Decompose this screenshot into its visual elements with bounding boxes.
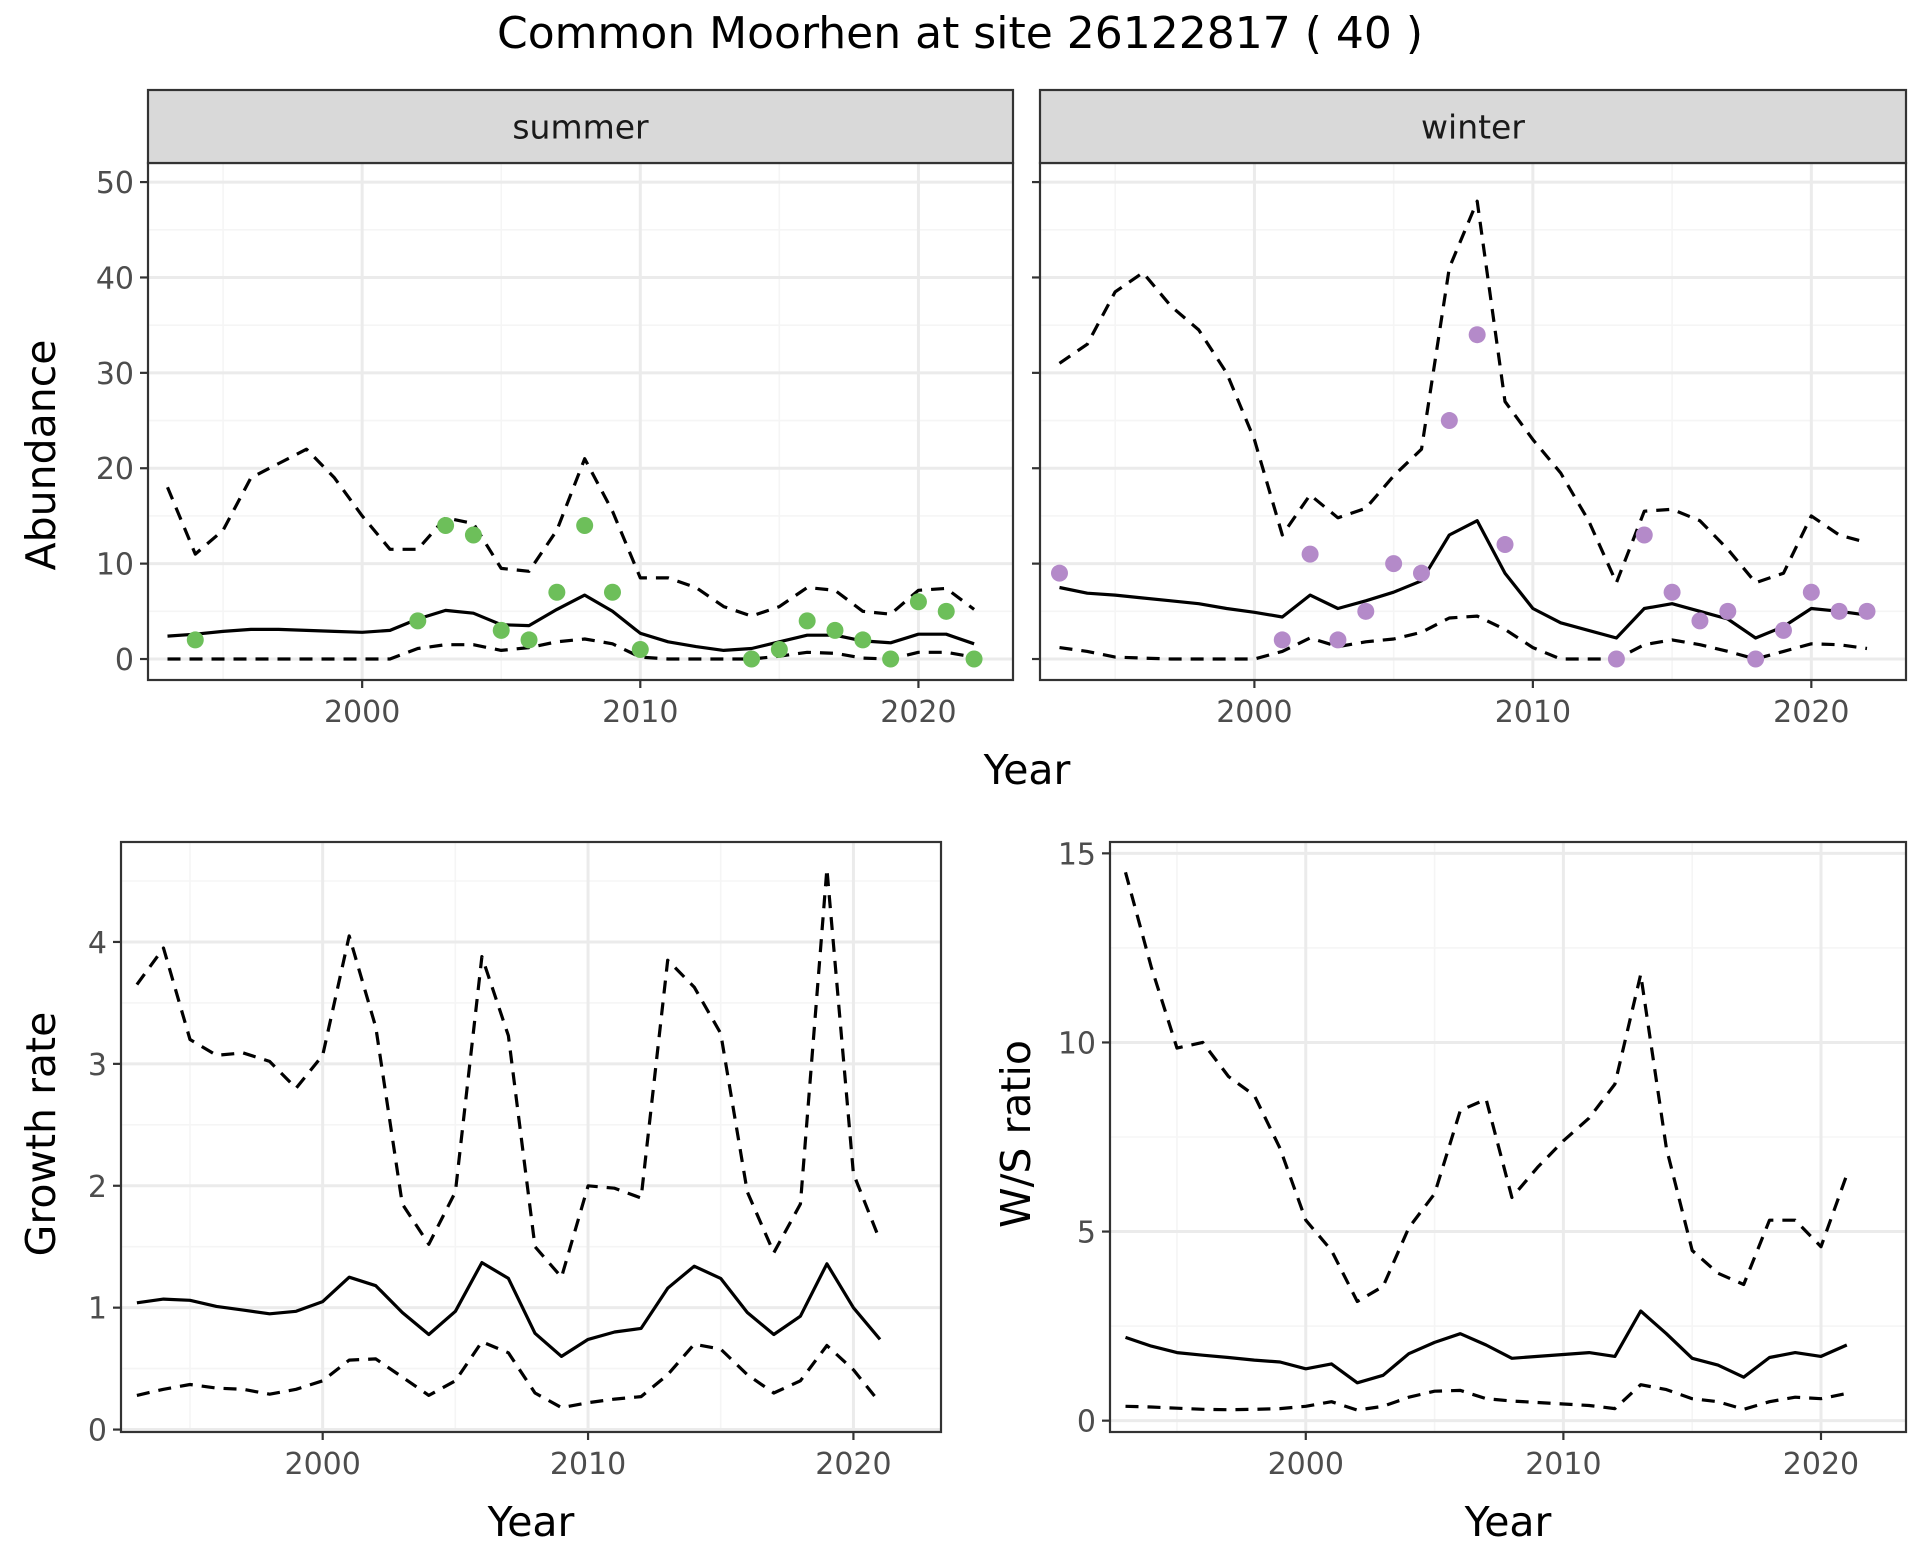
observed-point <box>1858 602 1876 620</box>
observed-point <box>1635 526 1653 544</box>
observed-point <box>854 631 872 649</box>
observed-point <box>965 650 983 668</box>
x-tick-label: 2020 <box>1773 695 1849 730</box>
observed-point <box>826 621 844 639</box>
panel-border <box>119 840 943 1434</box>
x-tick-label: 2000 <box>1216 695 1292 730</box>
observed-point <box>1412 564 1430 582</box>
observed-point <box>770 640 788 658</box>
observed-point <box>548 583 566 601</box>
y-tick-label: 0 <box>88 1414 107 1449</box>
observed-point <box>464 526 482 544</box>
observed-point <box>1050 564 1068 582</box>
observed-point <box>1691 612 1709 630</box>
x-tick-label: 2020 <box>880 695 956 730</box>
observed-point <box>1719 602 1737 620</box>
y-tick-label: 10 <box>1058 1026 1096 1061</box>
y-tick-label: 0 <box>115 643 134 678</box>
x-tick-label: 2000 <box>285 1447 361 1482</box>
lower-line <box>167 637 975 661</box>
upper-line <box>166 447 976 618</box>
growth-rate-panel: 2000 2010 2020 0 1 2 3 4 <box>88 840 943 1482</box>
lower-line <box>1125 1383 1848 1412</box>
top-y-axis-title: Abundance <box>17 340 65 571</box>
facet-label: winter <box>1421 108 1525 147</box>
observed-point <box>1830 602 1848 620</box>
observed-point <box>1468 326 1486 344</box>
observed-point <box>1385 555 1403 573</box>
observed-point <box>603 583 621 601</box>
y-tick-label: 3 <box>88 1048 107 1083</box>
x-tick-label: 2020 <box>815 1447 891 1482</box>
growth-x-axis-title: Year <box>487 1498 575 1546</box>
observed-point <box>937 602 955 620</box>
panel-border <box>1108 840 1908 1434</box>
x-tick-label: 2000 <box>1268 1447 1344 1482</box>
y-tick-label: 20 <box>96 452 134 487</box>
observed-point <box>1329 631 1347 649</box>
facet-strip <box>146 88 1015 165</box>
fitted-line <box>1059 519 1868 640</box>
observed-point <box>576 516 594 534</box>
y-tick-label: 5 <box>1077 1216 1096 1251</box>
observed-point <box>1496 536 1514 554</box>
x-tick-label: 2020 <box>1783 1447 1859 1482</box>
observed-point <box>909 593 927 611</box>
fitted-line <box>167 593 975 653</box>
x-tick-label: 2010 <box>1495 695 1571 730</box>
x-tick-label: 2010 <box>1525 1447 1601 1482</box>
ratio-y-axis-title: W/S ratio <box>992 1040 1040 1228</box>
lower-line <box>1059 614 1868 661</box>
summer-panel: summer 2000 2010 2020 0 10 20 30 40 50 <box>96 88 1015 730</box>
observed-point <box>1607 650 1625 668</box>
observed-point <box>409 612 427 630</box>
observed-point <box>1273 631 1291 649</box>
observed-point <box>1357 602 1375 620</box>
y-tick-label: 10 <box>96 548 134 583</box>
top-x-axis-title: Year <box>983 746 1071 794</box>
fitted-line <box>1124 1309 1848 1385</box>
y-tick-label: 50 <box>96 166 134 201</box>
observed-point <box>437 516 455 534</box>
y-tick-label: 2 <box>88 1170 107 1205</box>
observed-point <box>492 621 510 639</box>
fitted-line <box>136 1260 882 1359</box>
facet-label: summer <box>512 108 649 147</box>
winter-panel: winter 2000 2010 2020 <box>1032 88 1908 730</box>
observed-point <box>186 631 204 649</box>
panel-border <box>146 161 1015 682</box>
panel-border <box>1038 161 1908 682</box>
growth-y-axis-title: Growth rate <box>17 1012 65 1257</box>
observed-point <box>743 650 761 668</box>
upper-line <box>1058 199 1868 585</box>
observed-point <box>1802 583 1820 601</box>
upper-line <box>135 867 882 1279</box>
ratio-x-axis-title: Year <box>1464 1498 1552 1546</box>
x-tick-label: 2000 <box>324 695 400 730</box>
x-tick-label: 2010 <box>550 1447 626 1482</box>
y-tick-label: 30 <box>96 357 134 392</box>
y-tick-label: 40 <box>96 261 134 296</box>
observed-point <box>1440 412 1458 430</box>
y-tick-label: 4 <box>88 926 107 961</box>
y-tick-label: 0 <box>1077 1405 1096 1440</box>
lower-line <box>136 1340 882 1410</box>
y-tick-label: 1 <box>88 1292 107 1327</box>
x-tick-label: 2010 <box>602 695 678 730</box>
chart-title: Common Moorhen at site 26122817 ( 40 ) <box>497 8 1423 59</box>
upper-line <box>1123 871 1849 1304</box>
y-tick-label: 15 <box>1058 837 1096 872</box>
ws-ratio-panel: 2000 2010 2020 0 5 10 15 <box>1058 837 1908 1482</box>
facet-strip <box>1038 88 1908 165</box>
observed-point <box>1301 545 1319 563</box>
observed-point <box>1774 621 1792 639</box>
observed-point <box>1663 583 1681 601</box>
observed-point <box>520 631 538 649</box>
observed-point <box>882 650 900 668</box>
observed-point <box>1747 650 1765 668</box>
observed-point <box>798 612 816 630</box>
observed-point <box>631 640 649 658</box>
